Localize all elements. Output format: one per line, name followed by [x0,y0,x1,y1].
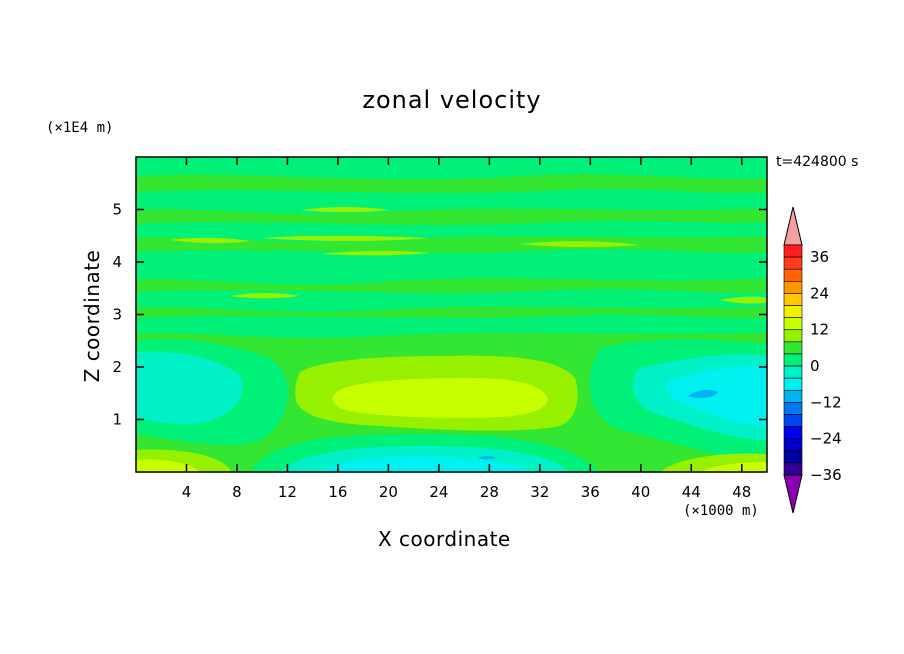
contour-field [136,157,767,472]
x-tick-label: 24 [429,483,448,501]
colorbar-level [783,377,803,391]
colorbar-tick-label: −12 [810,393,842,411]
band-positive-thin-1 [170,237,250,244]
x-axis-title: X coordinate [378,527,511,551]
x-axis: 4 8 12 16 20 24 28 32 36 40 44 48 [182,157,751,501]
colorbar-under-arrow [783,474,803,514]
x-tick-label: 4 [182,483,192,501]
y-tick-label: 1 [112,411,122,429]
x-tick-label: 48 [732,483,751,501]
chart-title: zonal velocity [362,86,542,114]
colorbar-level [783,293,803,306]
colorbar-level [783,317,803,331]
band-positive-thin-7 [720,296,767,304]
x-tick-label: 28 [480,483,499,501]
colorbar-tick-label: 36 [810,248,829,266]
y-tick-label: 3 [112,306,122,324]
neg-bottom-strong [320,456,530,472]
band-positive-thin-4 [260,235,430,241]
y-tick-label: 4 [112,253,122,271]
colorbar-level [783,462,803,476]
colorbar-level [783,341,803,355]
band-positive-thin-5 [320,250,430,256]
neg-left-core [136,351,243,424]
band-positive-thin-2 [300,207,390,213]
colorbar-tick-label: −36 [810,466,842,484]
x-tick-label: 8 [232,483,242,501]
colorbar-level [783,450,803,464]
x-tick-label: 32 [530,483,549,501]
pos-bottom-right-core [700,462,767,472]
band-negative-35 [136,289,767,312]
pos-center-core [332,378,548,418]
colorbar-level [783,353,803,367]
colorbar-tick-label: −24 [810,430,842,448]
neg-bottom-jet [478,455,496,460]
x-tick-label: 12 [278,483,297,501]
colorbar-level [783,281,803,294]
band-negative-3 [136,314,767,338]
colorbar-level [783,402,803,415]
pos-bottom-left-core [136,459,200,472]
time-label: t=424800 s [776,154,859,170]
band-positive-thin-3 [520,241,640,248]
band-positive-thin-6 [230,293,300,299]
y-tick-label: 5 [112,201,122,219]
neg-right-jet [688,389,718,399]
colorbar-tick-label: 0 [810,357,820,375]
colorbar-level [783,268,803,282]
x-tick-label: 44 [682,483,701,501]
band-negative-5 [136,189,767,214]
x-unit-label: (×1000 m) [683,503,759,519]
colorbar-level [783,256,803,270]
x-tick-label: 16 [328,483,347,501]
colorbar-tick-label: 12 [810,321,829,339]
colorbar-level [783,426,803,439]
y-unit-label: (×1E4 m) [46,120,114,136]
colorbar-level [783,414,803,427]
colorbar-over-arrow [783,206,803,246]
y-axis: 1 2 3 4 5 [112,201,767,429]
colorbar-level [783,389,803,403]
colorbar: 36 24 12 0 −12 −24 −36 [783,206,842,514]
colorbar-level [783,244,803,258]
colorbar-level [783,329,803,343]
band-top-negative [136,157,767,180]
x-tick-label: 36 [581,483,600,501]
band-negative-4 [136,249,767,285]
y-tick-label: 2 [112,358,122,376]
colorbar-level [783,305,803,318]
neg-right-strong [666,366,767,426]
colorbar-level [783,438,803,452]
x-tick-label: 40 [631,483,650,501]
colorbar-level [783,365,803,379]
x-tick-label: 20 [379,483,398,501]
colorbar-tick-label: 24 [810,284,829,302]
